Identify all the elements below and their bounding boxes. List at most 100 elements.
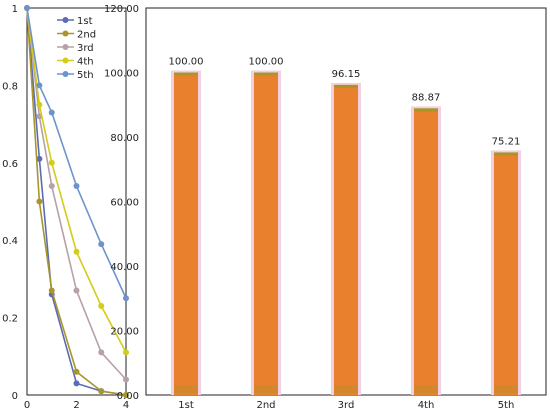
legend-swatch-marker [62,30,69,37]
legend-label: 2nd [77,30,96,41]
bar-chart-y-tick-label: 80.00 [110,133,139,144]
data-point [123,349,129,356]
data-point [123,392,129,398]
legend-label: 3rd [77,43,94,54]
line-chart-legend: 1st 2nd 3rd 4th 5th [57,16,96,81]
bar-chart-y-tick-label: 0.00 [117,391,139,402]
bar-chart-y-axis: 0.00 20.00 40.00 60.00 80.00 100.00 120.00 [104,4,139,402]
legend-swatch-marker [62,57,69,64]
bar-chart-bars [171,70,521,395]
bar-fill [254,72,278,395]
data-point [98,241,105,248]
data-point [73,183,80,190]
data-point [73,368,80,375]
bar-base-band [414,385,438,393]
bar [251,70,281,395]
data-point [73,380,80,387]
series-line [26,7,127,299]
bar-cap [254,72,278,76]
line-chart-y-tick-label: 0.6 [2,159,18,170]
legend-label: 5th [77,70,94,81]
data-point [36,155,43,162]
data-point [48,183,55,190]
bar-chart-y-tick-label: 60.00 [110,198,139,209]
line-series [24,5,129,302]
legend-entry: 5th [57,70,94,81]
line-chart-y-tick-label: 1 [12,4,18,15]
bar-chart-x-tick-label: 5th [498,400,515,411]
data-point [36,82,43,89]
legend-entry: 1st [57,16,93,27]
data-point [73,287,80,294]
bar-base-band [254,385,278,393]
legend-swatch-marker [62,71,69,77]
data-point [98,349,105,356]
bar [171,70,201,395]
bar-base-band [494,385,518,393]
data-point [98,302,105,309]
data-point [48,287,55,294]
bar-chart: 0.00 20.00 40.00 60.00 80.00 100.00 120.00 1st… [104,4,547,411]
line-chart-x-tick-label: 4 [123,400,129,411]
line-chart-y-tick-label: 0.4 [2,236,18,247]
bar-chart-y-tick-label: 40.00 [110,262,139,273]
data-point [24,5,30,11]
line-chart-y-tick-label: 0 [12,391,18,402]
bar-data-label: 96.15 [332,69,361,80]
bar-chart-y-tick-label: 20.00 [110,327,139,338]
bar-chart-y-tick-label: 120.00 [104,4,139,15]
data-point [123,295,129,302]
bar-base-band [174,385,198,393]
bar-cap [174,72,198,76]
bar-base-band [334,385,358,393]
series-line [26,7,127,353]
data-point [98,388,105,395]
bar-chart-x-axis: 1st 2nd 3rd 4th 5th [178,400,514,411]
bar-data-label: 100.00 [249,57,284,68]
data-point [73,248,80,255]
bar-chart-data-labels: 100.00 100.00 96.15 88.87 75.21 [169,57,521,148]
data-point [36,101,43,108]
line-chart-x-axis: 0 2 4 [24,400,129,411]
bar [491,150,521,395]
line-chart-y-tick-label: 0.8 [2,81,18,92]
line-chart-y-axis: 0 0.2 0.4 0.6 0.8 1 [2,4,18,402]
line-chart-series [24,5,129,398]
line-chart-x-tick-label: 2 [73,400,79,411]
legend-entry: 2nd [57,30,96,41]
bar-chart-x-tick-label: 2nd [256,400,275,411]
bar-chart-x-tick-label: 3rd [338,400,355,411]
data-point [123,376,129,383]
bar-data-label: 88.87 [412,92,441,103]
bar-chart-x-tick-label: 1st [178,400,194,411]
bar-data-label: 100.00 [169,57,204,68]
series-line [26,7,127,396]
bar [411,106,441,395]
bar-fill [334,84,358,395]
data-point [36,198,43,205]
line-chart-frame [26,7,127,396]
legend-entry: 4th [57,57,94,68]
series-line [26,7,127,381]
bar-chart-x-tick-label: 4th [418,400,435,411]
line-chart-x-tick-label: 0 [24,400,30,411]
line-chart-y-tick-label: 0.2 [2,314,18,325]
bar-chart-y-tick-label: 100.00 [104,69,139,80]
legend-label: 1st [77,16,93,27]
bar-fill [494,152,518,395]
bar [331,82,361,395]
bar-fill [414,108,438,395]
data-point [48,159,55,166]
bar-data-label: 75.21 [492,136,521,147]
legend-entry: 3rd [57,43,94,54]
legend-swatch-marker [62,44,69,50]
bar-cap [334,84,358,88]
data-point [48,109,55,116]
line-chart: 0 0.2 0.4 0.6 0.8 1 0 2 4 1st 2nd 3rd 4th 5th [2,4,129,411]
legend-swatch-marker [62,17,69,23]
legend-label: 4th [77,57,94,68]
bar-fill [174,72,198,395]
bar-cap [414,108,438,112]
bar-cap [494,152,518,156]
